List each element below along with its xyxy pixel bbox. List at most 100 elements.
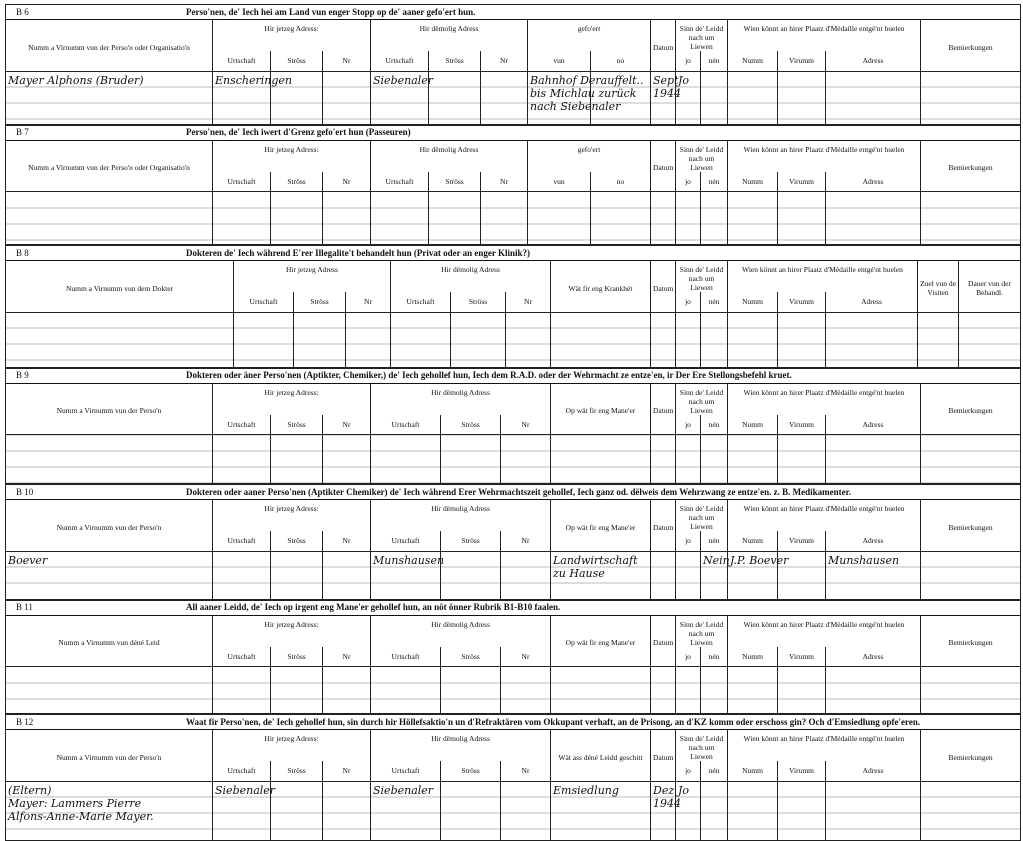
form-field[interactable] — [270, 70, 323, 125]
form-field[interactable]: Enscheringen — [212, 70, 292, 125]
form-field[interactable] — [270, 666, 323, 714]
form-field[interactable] — [590, 191, 651, 245]
form-field[interactable] — [919, 434, 1022, 484]
form-field[interactable] — [500, 434, 551, 484]
form-field[interactable] — [675, 311, 701, 368]
form-field[interactable] — [322, 550, 371, 600]
form-field[interactable] — [480, 191, 528, 245]
form-field[interactable] — [675, 191, 701, 245]
form-field[interactable] — [212, 550, 271, 600]
form-field[interactable] — [825, 70, 921, 125]
form-field[interactable]: Jo — [675, 780, 701, 841]
form-field[interactable] — [727, 780, 778, 841]
form-field[interactable] — [322, 780, 371, 841]
form-field[interactable] — [440, 550, 501, 600]
form-field[interactable] — [650, 191, 676, 245]
form-field[interactable]: Sept 1944 — [650, 70, 681, 125]
form-field[interactable] — [727, 666, 778, 714]
form-field[interactable]: Bahnhof Derauffelt.. bis Michlau zurück … — [527, 70, 644, 125]
form-field[interactable] — [212, 434, 271, 484]
form-field[interactable]: Dez 1944 — [650, 780, 681, 841]
form-field[interactable] — [322, 191, 371, 245]
form-field[interactable] — [700, 311, 728, 368]
form-field[interactable]: Munshausen — [825, 550, 921, 600]
form-field[interactable] — [270, 434, 323, 484]
form-field[interactable] — [700, 434, 728, 484]
form-field[interactable] — [650, 666, 676, 714]
form-field[interactable] — [675, 666, 701, 714]
form-field[interactable]: J.P. Boever — [727, 550, 788, 600]
form-field[interactable] — [440, 666, 501, 714]
form-field[interactable] — [370, 666, 441, 714]
form-field[interactable] — [270, 191, 323, 245]
form-field[interactable] — [212, 666, 271, 714]
form-field[interactable] — [500, 666, 551, 714]
form-field[interactable] — [825, 311, 918, 368]
form-field[interactable] — [590, 70, 651, 125]
form-field[interactable] — [500, 780, 551, 841]
form-field[interactable] — [428, 191, 481, 245]
form-field[interactable] — [440, 780, 501, 841]
form-field[interactable] — [370, 434, 441, 484]
form-field[interactable] — [700, 70, 728, 125]
form-field[interactable] — [700, 191, 728, 245]
form-field[interactable] — [675, 434, 701, 484]
form-field[interactable] — [5, 434, 213, 484]
form-field[interactable] — [345, 311, 391, 368]
form-field[interactable] — [825, 191, 921, 245]
form-field[interactable] — [777, 550, 826, 600]
form-field[interactable] — [212, 191, 271, 245]
form-field[interactable] — [919, 550, 1022, 600]
form-field[interactable] — [370, 191, 429, 245]
form-field[interactable] — [450, 311, 506, 368]
form-field[interactable]: Nein — [700, 550, 730, 600]
form-field[interactable] — [480, 70, 528, 125]
form-field[interactable] — [777, 70, 826, 125]
form-field[interactable] — [270, 550, 323, 600]
form-field[interactable] — [825, 780, 921, 841]
form-field[interactable] — [825, 434, 921, 484]
form-field[interactable] — [727, 311, 778, 368]
form-field[interactable] — [919, 191, 1022, 245]
form-field[interactable] — [428, 70, 481, 125]
form-field[interactable] — [550, 666, 651, 714]
form-field[interactable] — [919, 70, 1022, 125]
form-field[interactable] — [700, 666, 728, 714]
form-field[interactable]: Siebenaler — [370, 780, 441, 841]
form-field[interactable] — [650, 311, 676, 368]
form-field[interactable]: (Eltern) Mayer: Lammers Pierre Alfons-An… — [5, 780, 213, 841]
form-field[interactable]: Munshausen — [370, 550, 444, 600]
form-field[interactable] — [727, 434, 778, 484]
form-field[interactable] — [322, 666, 371, 714]
form-field[interactable]: Siebenaler — [370, 70, 433, 125]
form-field[interactable]: Emsiedlung — [550, 780, 651, 841]
form-field[interactable] — [777, 311, 826, 368]
form-field[interactable]: Mayer Alphons (Bruder) — [5, 70, 213, 125]
form-field[interactable]: Siebenaler — [212, 780, 275, 841]
form-field[interactable] — [675, 550, 701, 600]
form-field[interactable] — [777, 666, 826, 714]
form-field[interactable] — [919, 780, 1022, 841]
form-field[interactable] — [505, 311, 551, 368]
form-field[interactable] — [233, 311, 294, 368]
form-field[interactable] — [957, 311, 1022, 368]
form-field[interactable] — [5, 311, 234, 368]
form-field[interactable] — [550, 434, 651, 484]
form-field[interactable] — [777, 434, 826, 484]
form-field[interactable] — [390, 311, 451, 368]
form-field[interactable] — [5, 666, 213, 714]
form-field[interactable] — [727, 70, 778, 125]
form-field[interactable] — [527, 191, 591, 245]
form-field[interactable] — [440, 434, 501, 484]
form-field[interactable] — [650, 434, 676, 484]
form-field[interactable] — [550, 311, 651, 368]
form-field[interactable] — [700, 780, 728, 841]
form-field[interactable] — [270, 780, 323, 841]
form-field[interactable] — [500, 550, 551, 600]
form-field[interactable]: Landwirtschaft zu Hause — [550, 550, 651, 600]
form-field[interactable] — [917, 311, 959, 368]
form-field[interactable] — [825, 666, 921, 714]
form-field[interactable] — [322, 70, 371, 125]
form-field[interactable] — [650, 550, 676, 600]
form-field[interactable] — [777, 191, 826, 245]
